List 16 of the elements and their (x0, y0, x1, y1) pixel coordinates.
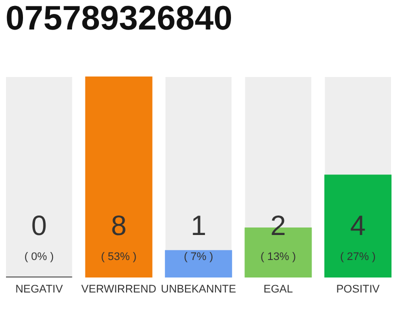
data-label: ( 13% ) (260, 251, 296, 263)
data-label: ( 7% ) (184, 251, 214, 263)
data-label: ( 53% ) (101, 251, 137, 263)
x-tick-label: NEGATIV (15, 284, 64, 296)
x-tick-label: POSITIV (336, 284, 380, 296)
annotation: 0 (31, 210, 47, 241)
annotation: 4 (350, 210, 366, 241)
chart-title: 075789326840 (6, 0, 232, 38)
data-label: ( 27% ) (340, 251, 376, 263)
annotation: 8 (111, 210, 127, 241)
x-tick-label: UNBEKANNTE (160, 284, 236, 296)
annotation: 1 (190, 210, 206, 241)
data-label: ( 0% ) (24, 251, 54, 263)
x-tick-label: EGAL (264, 284, 293, 296)
bar (164, 250, 232, 278)
x-tick-label: VERWIRREND (81, 284, 156, 296)
